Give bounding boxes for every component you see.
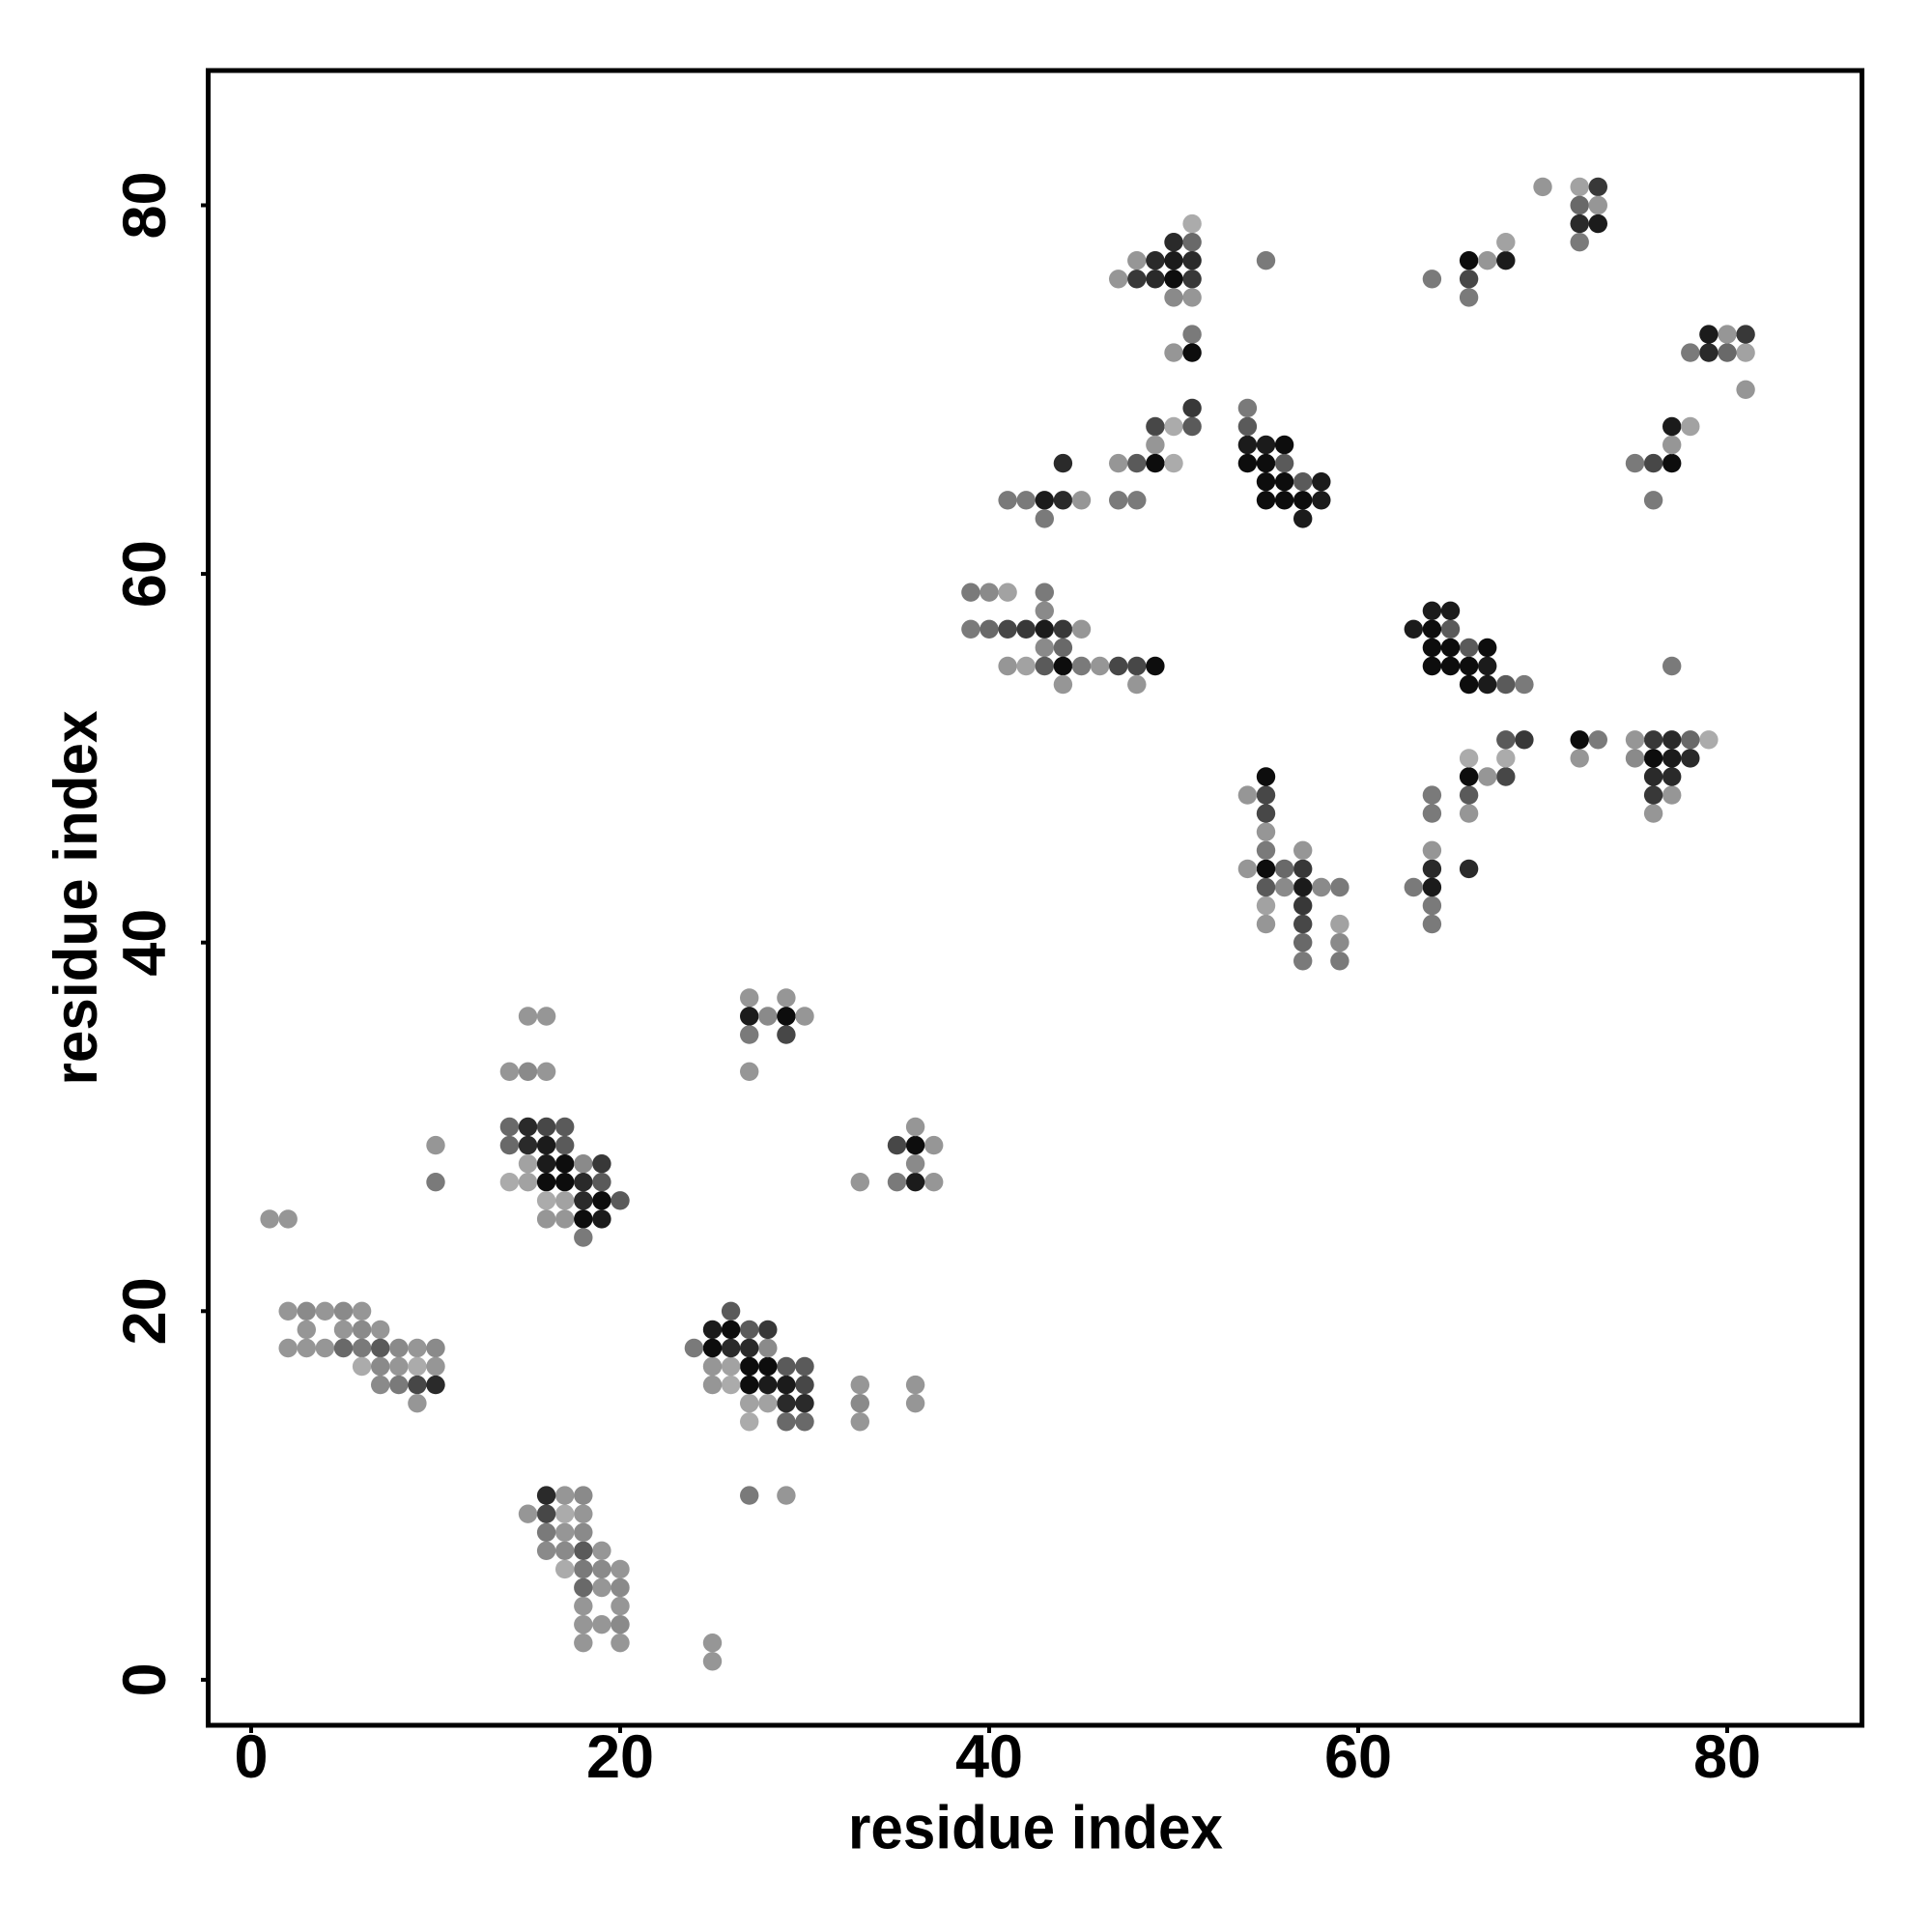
svg-text:40: 40 — [955, 1723, 1023, 1791]
svg-text:40: 40 — [111, 909, 179, 977]
svg-text:80: 80 — [111, 171, 179, 239]
svg-text:residue index: residue index — [848, 1795, 1223, 1862]
svg-text:20: 20 — [586, 1723, 654, 1791]
svg-text:0: 0 — [234, 1723, 268, 1791]
svg-text:80: 80 — [1693, 1723, 1761, 1791]
svg-text:60: 60 — [111, 540, 179, 608]
svg-text:60: 60 — [1324, 1723, 1392, 1791]
svg-text:20: 20 — [111, 1277, 179, 1345]
svg-text:0: 0 — [111, 1662, 179, 1696]
svg-text:residue index: residue index — [43, 711, 110, 1086]
